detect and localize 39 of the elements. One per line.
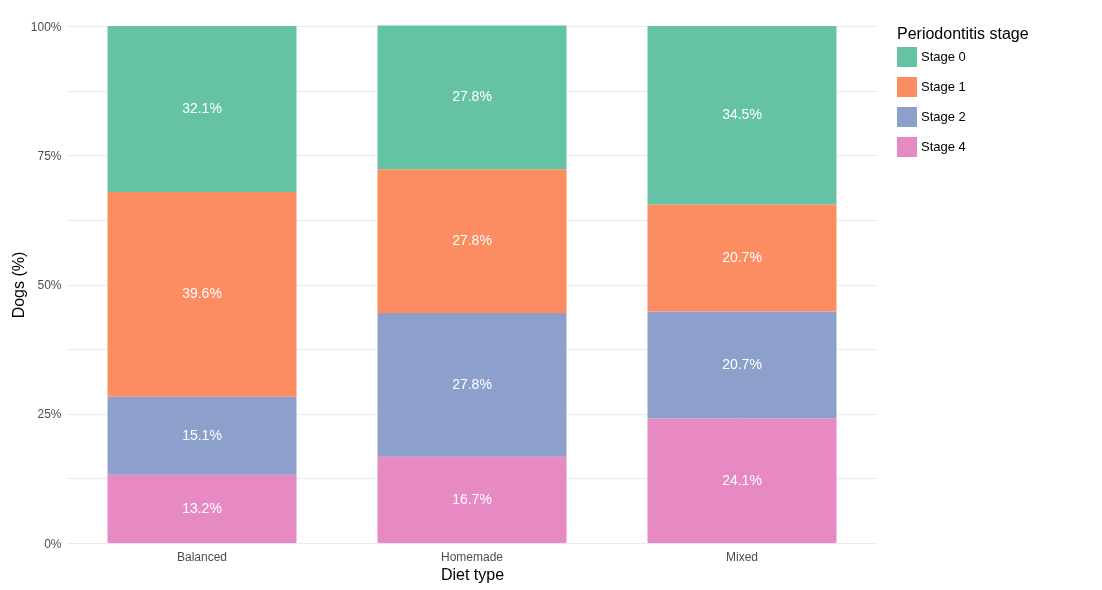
- data-label: 27.8%: [452, 88, 492, 105]
- data-label: 13.2%: [182, 499, 222, 516]
- y-tick-label: 50%: [37, 278, 62, 292]
- data-label: 32.1%: [182, 99, 222, 116]
- data-label: 27.8%: [452, 232, 492, 249]
- data-label: 20.7%: [722, 355, 762, 372]
- y-tick-label: 25%: [37, 407, 62, 422]
- x-axis-title: Diet type: [440, 565, 505, 583]
- legend-label: Stage 2: [921, 109, 966, 124]
- y-axis-title: Dogs (%): [9, 251, 27, 319]
- data-label: 16.7%: [452, 490, 492, 507]
- bar: [107, 474, 297, 543]
- y-tick-label: 100%: [30, 19, 62, 34]
- data-label: 24.1%: [722, 471, 762, 488]
- x-tick-label: Homemade: [440, 549, 504, 564]
- bar: [647, 204, 837, 312]
- y-tick-label: 0%: [44, 536, 62, 551]
- data-label: 39.6%: [182, 285, 222, 302]
- bar: [647, 311, 837, 419]
- bar: [107, 26, 297, 192]
- bar: [377, 312, 567, 457]
- bar: [377, 456, 567, 543]
- legend-label: Stage 0: [921, 49, 966, 64]
- x-tick-label: Mixed: [725, 549, 759, 564]
- legend-label: Stage 4: [921, 139, 966, 154]
- data-label: 34.5%: [722, 106, 762, 123]
- legend-label: Stage 1: [921, 79, 966, 94]
- data-label: 15.1%: [182, 426, 222, 443]
- bar: [107, 191, 297, 397]
- bar: [377, 169, 567, 313]
- bar: [647, 418, 837, 543]
- data-label: 20.7%: [722, 248, 762, 265]
- y-tick-label: 75%: [37, 148, 62, 163]
- data-label: 27.8%: [452, 375, 492, 392]
- bar: [377, 25, 567, 170]
- bar: [107, 396, 297, 475]
- bar: [647, 26, 837, 205]
- legend-title: Periodontitis stage: [897, 25, 1029, 42]
- x-tick-label: Balanced: [176, 549, 228, 564]
